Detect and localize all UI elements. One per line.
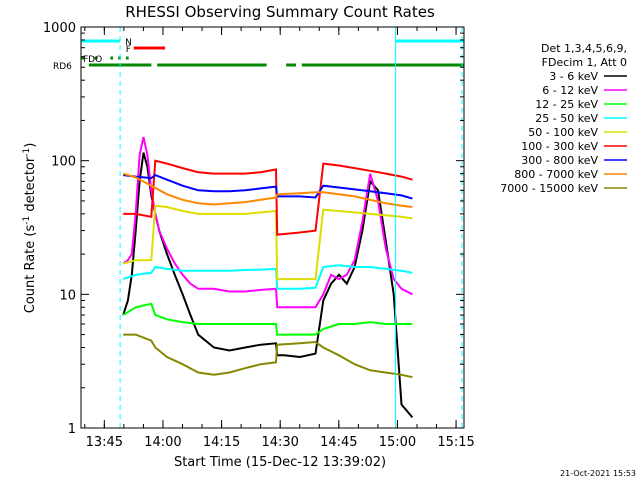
legend-label-2: 6 - 12 keV: [542, 84, 598, 97]
series-line-7: [123, 173, 413, 200]
legend-label-4: 25 - 50 keV: [535, 112, 598, 125]
series-line-1: [122, 152, 414, 419]
series-line-6: [123, 159, 413, 236]
legend-label-3: 12 - 25 keV: [535, 98, 598, 111]
series-line-9: [123, 333, 413, 379]
legend-header-line-1: Det 1,3,4,5,6,9,: [541, 42, 627, 55]
footer-date: 21-Oct-2021 15:53: [560, 469, 636, 478]
y-axis-label-mid: detector: [23, 156, 38, 216]
flag-label-rd6: RD6: [53, 62, 72, 72]
y-tick-label: 100: [51, 155, 76, 170]
x-tick-label: 13:45: [86, 435, 123, 450]
series-line-4: [122, 264, 413, 290]
x-tick-label: 15:00: [379, 435, 416, 450]
legend-label-9: 7000 - 15000 keV: [500, 182, 598, 195]
series-line-3: [122, 302, 413, 336]
flag-label-fdo: FDO: [83, 55, 102, 65]
series-line-5: [122, 204, 413, 281]
y-tick-label: 1000: [43, 21, 76, 36]
chart-title: RHESSI Observing Summary Count Rates: [125, 3, 435, 21]
legend-header-line-2: FDecim 1, Att 0: [542, 56, 627, 69]
y-axis-label-sup2: -1: [22, 148, 32, 157]
y-tick-label: 1: [68, 422, 76, 437]
y-axis-label-main: Count Rate (s: [23, 225, 38, 314]
x-tick-label: 14:30: [261, 435, 298, 450]
y-axis-label-sup1: -1: [22, 216, 32, 225]
legend-label-8: 800 - 7000 keV: [514, 168, 598, 181]
series-line-2: [122, 136, 413, 309]
x-tick-label: 14:45: [320, 435, 357, 450]
flag-label-n: N: [125, 38, 132, 48]
y-axis-label: Count Rate (s-1 detector-1): [22, 143, 38, 314]
legend-label-7: 300 - 800 keV: [521, 154, 598, 167]
x-tick-label: 15:15: [437, 435, 474, 450]
legend-label-1: 3 - 6 keV: [549, 70, 598, 83]
marker-layer: [80, 27, 463, 428]
axis-layer: 1 10 100 1000 13:45 14:00 14:15 14:30 14:45 15:00…: [43, 21, 475, 450]
flag-label-f: F: [126, 45, 131, 55]
x-axis-label: Start Time (15-Dec-12 13:39:02): [174, 455, 386, 470]
x-tick-label: 14:15: [203, 435, 240, 450]
legend: Det 1,3,4,5,6,9, FDecim 1, Att 0 3 - 6 k…: [500, 42, 627, 195]
plot-frame: [80, 26, 465, 429]
y-tick-label: 10: [59, 288, 76, 303]
flag-layer: NF FDO RD6: [53, 38, 464, 72]
x-tick-label: 14:00: [144, 435, 181, 450]
legend-label-5: 50 - 100 keV: [528, 126, 598, 139]
series-layer: [122, 136, 414, 419]
legend-label-6: 100 - 300 keV: [521, 140, 598, 153]
y-axis-label-end: ): [23, 143, 38, 148]
series-line-8: [122, 172, 413, 208]
